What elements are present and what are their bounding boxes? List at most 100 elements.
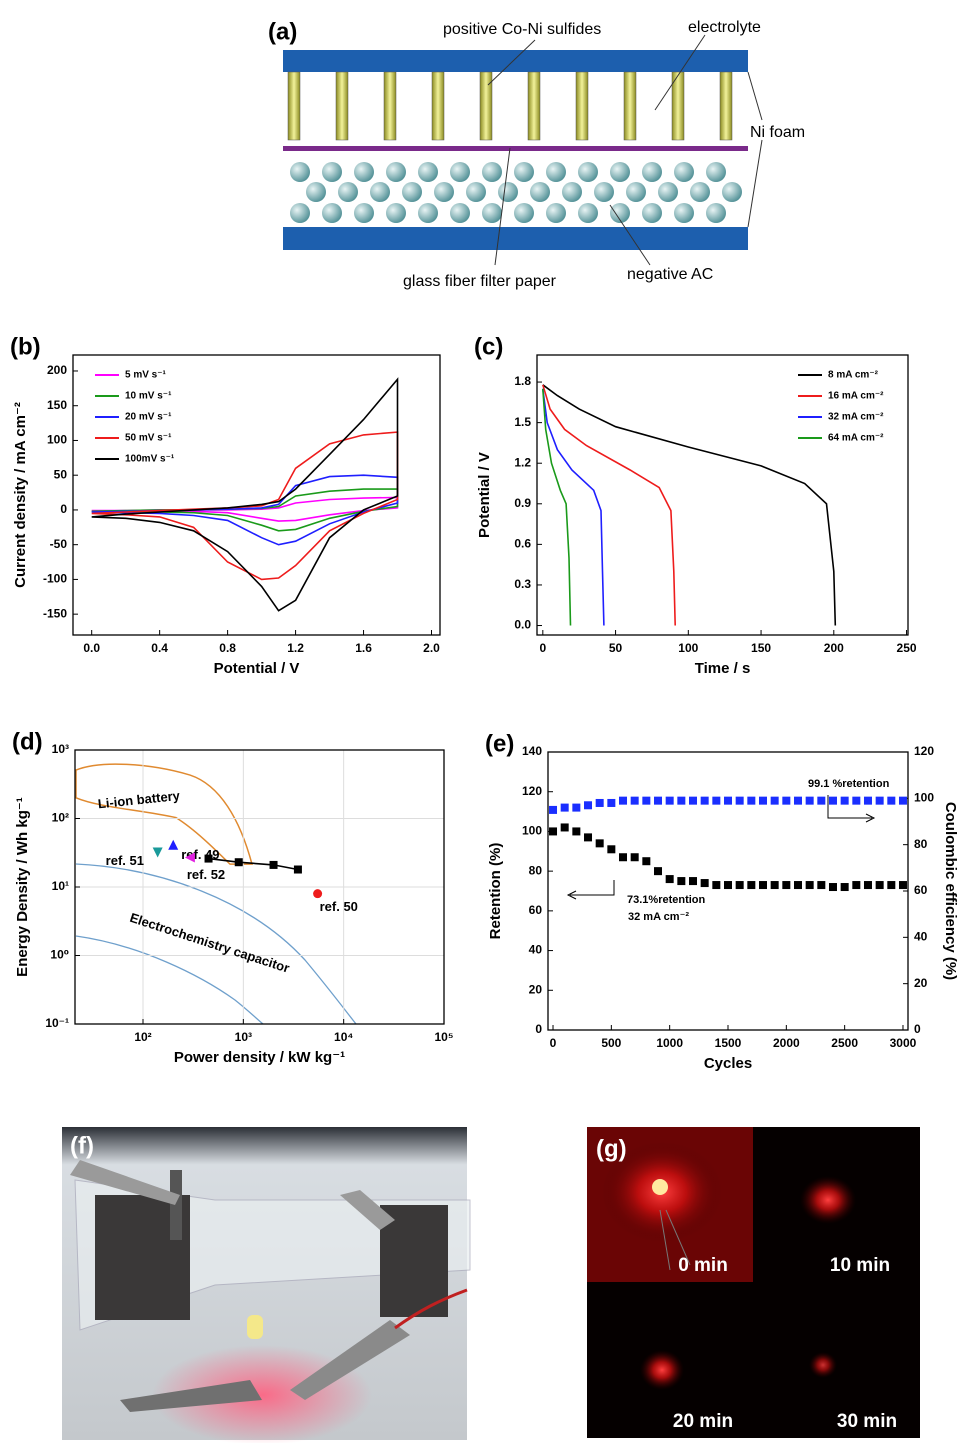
x-tick-label: 3000 xyxy=(890,1036,917,1050)
y-tick-label: 0.6 xyxy=(514,537,531,551)
particle xyxy=(578,203,598,223)
particle xyxy=(530,182,550,202)
annotation-arrows xyxy=(566,795,876,900)
y2-tick-label: 60 xyxy=(914,883,928,897)
marker xyxy=(887,881,896,890)
particle xyxy=(306,182,326,202)
x-tick-label: 0.8 xyxy=(219,641,236,655)
x-tick-label: 50 xyxy=(609,641,623,655)
marker xyxy=(793,796,802,805)
y-tick-label: 200 xyxy=(47,363,67,377)
particle xyxy=(450,203,470,223)
x-axis-label: Potential / V xyxy=(214,660,300,677)
particle xyxy=(370,182,390,202)
y-tick-label: 10⁻¹ xyxy=(45,1016,69,1030)
particle xyxy=(690,182,710,202)
marker xyxy=(665,875,674,884)
legend-label: 32 mA cm⁻² xyxy=(828,412,884,423)
y-tick-label: 1.8 xyxy=(514,374,531,388)
marker xyxy=(735,881,744,890)
marker xyxy=(269,860,278,869)
particle xyxy=(722,182,742,202)
particle xyxy=(642,162,662,182)
x-axis-label: Power density / kW kg⁻¹ xyxy=(174,1049,345,1066)
bottom-foam xyxy=(283,227,748,250)
marker xyxy=(654,867,663,876)
y-tick-label: 100 xyxy=(47,433,67,447)
pointer-lines xyxy=(487,34,763,266)
y-tick-label: 80 xyxy=(529,863,543,877)
annotation: negative AC xyxy=(627,266,713,283)
annotation: Electrochemistry capacitor xyxy=(128,910,291,976)
particle xyxy=(674,203,694,223)
x-tick-label: 1.2 xyxy=(287,641,304,655)
rod xyxy=(527,71,541,141)
marker xyxy=(572,803,581,812)
y-tick-label: 0 xyxy=(535,1022,542,1036)
x-tick-label: 10² xyxy=(134,1030,151,1044)
legend-label: 20 mV s⁻¹ xyxy=(125,412,172,423)
device-diagram: (a) positive Co-Ni sulfides electrolyte … xyxy=(268,18,805,290)
marker xyxy=(863,796,872,805)
particle xyxy=(354,203,374,223)
y-tick-label: 50 xyxy=(54,467,68,481)
marker xyxy=(724,796,732,805)
marker xyxy=(204,854,213,863)
marker xyxy=(584,833,593,842)
series-line xyxy=(208,857,299,871)
legend-label: 16 mA cm⁻² xyxy=(828,391,884,402)
marker xyxy=(549,805,558,814)
particle xyxy=(674,162,694,182)
x-tick-label: 200 xyxy=(824,641,844,655)
marker xyxy=(852,796,861,805)
particle xyxy=(418,203,438,223)
marker xyxy=(863,881,872,890)
rod xyxy=(287,71,301,141)
marker xyxy=(700,879,709,888)
series-line xyxy=(91,377,399,612)
y2-tick-label: 0 xyxy=(914,1022,921,1036)
particle xyxy=(626,182,646,202)
y-tick-label: 10¹ xyxy=(52,879,69,893)
rod xyxy=(335,71,349,141)
marker xyxy=(747,796,756,805)
marker xyxy=(689,877,698,886)
marker xyxy=(840,796,849,805)
marker xyxy=(700,796,709,805)
caption: 20 min xyxy=(673,1411,733,1432)
x-tick-label: 500 xyxy=(601,1036,621,1050)
marker xyxy=(782,796,791,805)
marker xyxy=(770,796,779,805)
marker xyxy=(184,852,195,863)
marker xyxy=(828,796,837,805)
y-tick-label: 10² xyxy=(52,811,69,825)
particle xyxy=(450,162,470,182)
x-tick-label: 0 xyxy=(539,641,546,655)
x-tick-label: 2000 xyxy=(773,1036,800,1050)
rod xyxy=(383,71,397,141)
caption: 0 min xyxy=(678,1255,728,1276)
marker xyxy=(293,865,302,874)
marker xyxy=(584,801,593,810)
marker xyxy=(607,798,616,807)
marker xyxy=(630,853,639,862)
y-tick-label: 60 xyxy=(529,903,543,917)
x-tick-label: 2.0 xyxy=(423,641,440,655)
particle xyxy=(658,182,678,202)
li-ion-region xyxy=(75,763,253,865)
particle xyxy=(578,162,598,182)
particle xyxy=(386,203,406,223)
particle xyxy=(434,182,454,202)
marker xyxy=(875,796,884,805)
y-tick-label: 0.3 xyxy=(514,577,531,591)
y-tick-label: 0 xyxy=(60,502,67,516)
legend-label: 8 mA cm⁻² xyxy=(828,370,879,381)
y-tick-label: -150 xyxy=(43,606,67,620)
marker xyxy=(665,796,674,805)
point-label: ref. 51 xyxy=(106,853,144,868)
marker xyxy=(817,881,826,890)
y-tick-label: 1.5 xyxy=(514,415,531,429)
rod xyxy=(479,71,493,141)
particle xyxy=(594,182,614,202)
marker xyxy=(560,823,569,832)
